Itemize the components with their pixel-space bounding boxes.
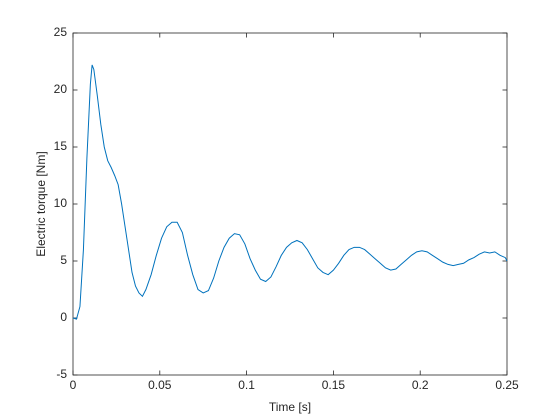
- x-tick-label: 0.2: [412, 378, 429, 392]
- x-tick-label: 0.05: [148, 378, 172, 392]
- x-axis-label: Time [s]: [269, 400, 311, 414]
- x-tick-label: 0.15: [322, 378, 346, 392]
- y-axis-label: Electric torque [Nm]: [34, 151, 48, 256]
- y-tick-label: 0: [60, 310, 67, 324]
- y-tick-label: 20: [54, 82, 68, 96]
- y-tick-label: -5: [56, 367, 67, 381]
- y-tick-label: 25: [54, 25, 68, 39]
- x-tick-label: 0: [70, 378, 77, 392]
- y-tick-label: 10: [54, 196, 68, 210]
- axes-box: [72, 32, 508, 376]
- y-tick-label: 15: [54, 139, 68, 153]
- x-tick-label: 0.1: [238, 378, 255, 392]
- data-line: [72, 64, 508, 320]
- y-tick-label: 5: [60, 253, 67, 267]
- x-tick-label: 0.25: [495, 378, 519, 392]
